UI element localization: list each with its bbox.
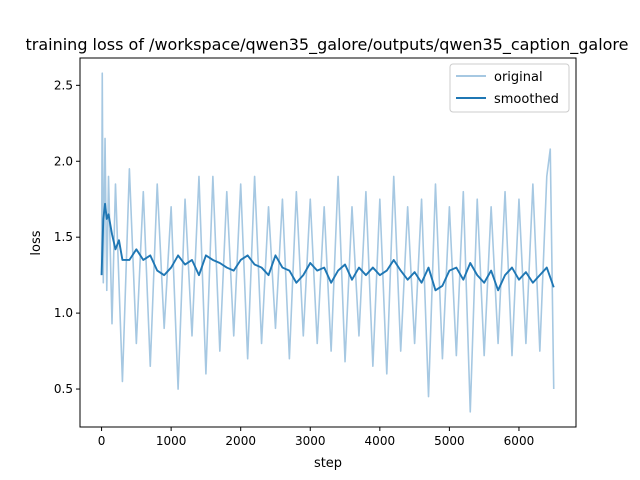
legend-label-smoothed: smoothed xyxy=(494,92,559,107)
y-tick-label: 2.5 xyxy=(54,78,73,92)
x-tick-label: 1000 xyxy=(156,434,187,448)
y-tick-label: 2.0 xyxy=(54,154,73,168)
y-tick-label: 1.5 xyxy=(54,230,73,244)
legend: original smoothed xyxy=(449,63,570,113)
plot-area-frame xyxy=(79,57,577,428)
x-tick-label: 4000 xyxy=(365,434,396,448)
x-tick-label: 2000 xyxy=(225,434,256,448)
chart-title: training loss of /workspace/qwen35_galor… xyxy=(25,35,628,55)
series-line-smoothed xyxy=(100,202,555,292)
y-axis-label: loss xyxy=(29,230,44,255)
y-tick-label: 1.0 xyxy=(54,306,73,320)
x-tick-label: 0 xyxy=(98,434,106,448)
x-tick-label: 6000 xyxy=(504,434,535,448)
x-tick-label: 5000 xyxy=(434,434,465,448)
x-tick-label: 3000 xyxy=(295,434,326,448)
legend-label-original: original xyxy=(494,70,543,85)
y-tick-label: 0.5 xyxy=(54,382,73,396)
series-line-original xyxy=(100,72,555,413)
x-axis-label: step xyxy=(314,456,342,471)
